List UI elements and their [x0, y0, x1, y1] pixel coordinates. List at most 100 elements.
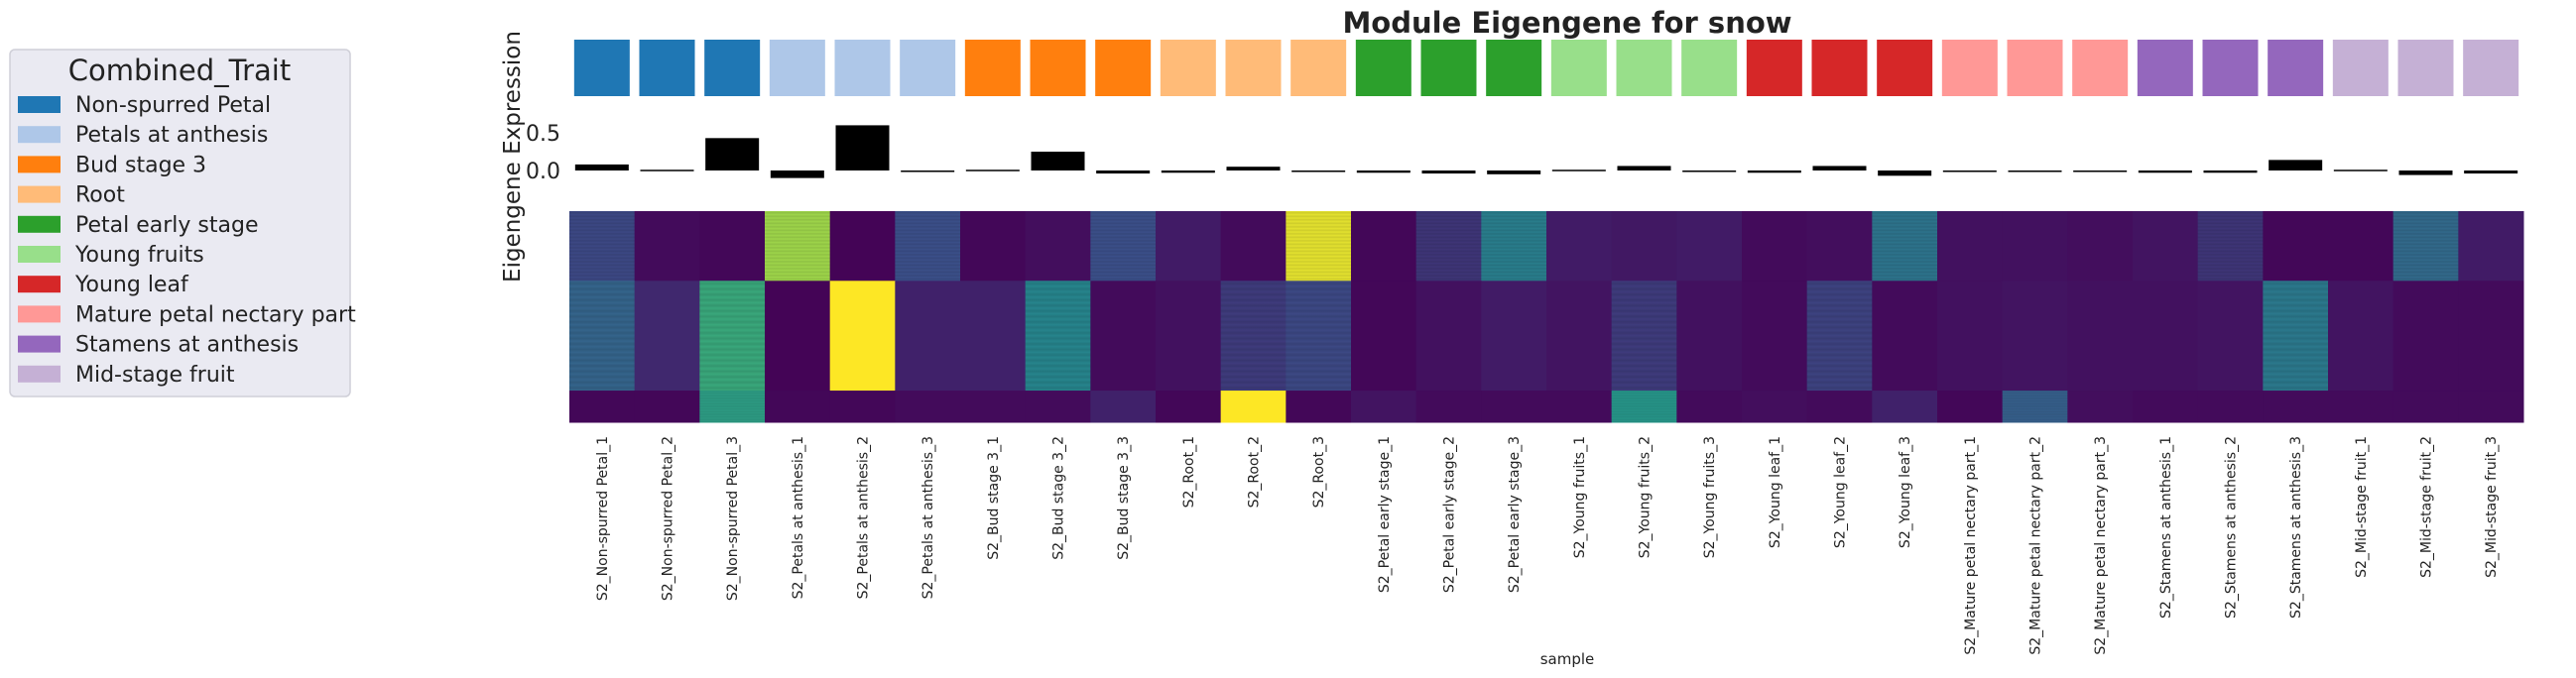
legend-entry-label: Mid-stage fruit — [75, 363, 235, 388]
heatmap-cell — [829, 391, 896, 423]
heatmap-cell — [634, 211, 700, 282]
heatmap-cell-texture — [1415, 211, 1482, 282]
heatmap-cell — [895, 391, 961, 423]
heatmap-cell-texture — [699, 281, 766, 392]
group-color-cell — [573, 40, 630, 96]
heatmap-cell — [2328, 211, 2394, 282]
heatmap-cell-texture — [1481, 211, 1547, 282]
legend-swatch — [18, 365, 61, 383]
heatmap-cell — [2067, 281, 2134, 392]
heatmap-cell — [1937, 391, 2004, 423]
group-color-cell — [2463, 40, 2519, 96]
group-color-cell — [1746, 40, 1802, 96]
eigengene-bar — [901, 170, 955, 172]
heatmap-cell — [2002, 211, 2068, 282]
heatmap-cell — [1872, 391, 1938, 423]
heatmap-cell — [2133, 391, 2199, 423]
eigengene-bar — [1551, 170, 1606, 171]
sample-tick-label: S2_Young leaf_1 — [1768, 436, 1783, 548]
eigengene-bar — [2333, 170, 2388, 171]
heatmap-cell — [829, 281, 896, 392]
sample-tick-label: S2_Stamens at anthesis_1 — [2158, 436, 2174, 619]
eigengene-bar — [1356, 170, 1411, 173]
heatmap-cell — [1937, 211, 2004, 282]
heatmap-cell — [1351, 391, 1417, 423]
heatmap-cell — [1676, 391, 1743, 423]
heatmap-cell — [1156, 281, 1222, 392]
eigengene-bar — [1682, 170, 1737, 172]
heatmap-cell — [1415, 391, 1482, 423]
legend-swatch — [18, 335, 61, 353]
sample-tick-label: S2_Young leaf_3 — [1898, 436, 1913, 548]
heatmap-cell — [699, 211, 766, 282]
heatmap-cell — [829, 211, 896, 282]
heatmap-cell-texture — [699, 391, 766, 422]
legend-entry-label: Young fruits — [74, 243, 204, 268]
sample-tick-label: S2_Petals at anthesis_3 — [920, 436, 936, 599]
x-axis-label: sample — [1540, 650, 1595, 668]
heatmap-cell-texture — [765, 211, 831, 282]
eigengene-bar — [2269, 160, 2323, 170]
heatmap-cell — [895, 281, 961, 392]
heatmap-cell — [1351, 281, 1417, 392]
sample-tick-label: S2_Non-spurred Petal_3 — [725, 436, 741, 601]
heatmap-cell-texture — [2263, 281, 2329, 392]
legend-title: Combined_Trait — [68, 54, 291, 87]
eigengene-bar — [1942, 170, 1997, 172]
group-color-cell — [769, 40, 825, 96]
eigengene-bar — [2138, 170, 2192, 173]
heatmap-cell — [1742, 211, 1808, 282]
sample-tick-label: S2_Mid-stage fruit_1 — [2354, 436, 2370, 578]
group-color-cell — [1355, 40, 1411, 96]
group-color-cell — [2202, 40, 2259, 96]
eigengene-bar — [1487, 170, 1541, 174]
sample-tick-label: S2_Petals at anthesis_1 — [791, 436, 806, 599]
eigengene-bar — [705, 138, 760, 170]
heatmap-cell — [1481, 281, 1547, 392]
chart-title: Module Eigengene for snow — [1342, 6, 1791, 40]
sample-tick-label: S2_Young fruits_2 — [1638, 436, 1654, 558]
heatmap-cell-texture — [1806, 281, 1873, 392]
sample-tick-label: S2_Stamens at anthesis_3 — [2288, 436, 2304, 619]
heatmap-cell — [1742, 281, 1808, 392]
eigengene-bar — [2008, 170, 2062, 172]
sample-tick-label: S2_Bud stage 3_1 — [986, 436, 1002, 560]
group-color-cell — [1486, 40, 1542, 96]
heatmap-cell — [1090, 391, 1157, 423]
legend-entry-label: Petals at anthesis — [75, 123, 268, 148]
group-color-cell — [2072, 40, 2129, 96]
legend-entry-label: Stamens at anthesis — [75, 333, 299, 358]
eigengene-bar — [835, 125, 890, 170]
heatmap-cell — [2458, 211, 2524, 282]
heatmap-cell-texture — [569, 281, 636, 392]
sample-tick-label: S2_Non-spurred Petal_1 — [595, 436, 611, 601]
heatmap-cell — [1742, 391, 1808, 423]
heatmap-cell — [1806, 211, 1873, 282]
heatmap-cell — [2458, 281, 2524, 392]
sample-tick-label: S2_Root_1 — [1181, 436, 1197, 508]
legend-swatch — [18, 185, 61, 203]
heatmap-cell — [1546, 391, 1613, 423]
heatmap-cell — [1676, 281, 1743, 392]
legend-swatch — [18, 156, 61, 173]
sample-tick-label: S2_Root_3 — [1311, 436, 1327, 508]
sample-tick-label: S2_Young leaf_2 — [1833, 436, 1849, 548]
heatmap-cell — [765, 391, 831, 423]
sample-tick-label: S2_Stamens at anthesis_2 — [2224, 436, 2240, 619]
eigengene-bar — [965, 170, 1020, 171]
group-color-cell — [1420, 40, 1477, 96]
legend-entry-label: Young leaf — [74, 273, 189, 297]
heatmap-cell — [2328, 391, 2394, 423]
heatmap-cell-texture — [1090, 211, 1157, 282]
group-color-cell — [1811, 40, 1868, 96]
eigengene-bar — [1096, 170, 1151, 174]
group-color-cell — [1681, 40, 1738, 96]
heatmap-cell — [2197, 281, 2264, 392]
heatmap-cell — [1937, 281, 2004, 392]
heatmap-cell — [1806, 391, 1873, 423]
heatmap-cell — [1481, 391, 1547, 423]
heatmap-cell — [2067, 211, 2134, 282]
legend-entry-label: Root — [75, 183, 125, 208]
eigengene-bar — [1161, 170, 1215, 173]
heatmap-cell — [1025, 211, 1091, 282]
